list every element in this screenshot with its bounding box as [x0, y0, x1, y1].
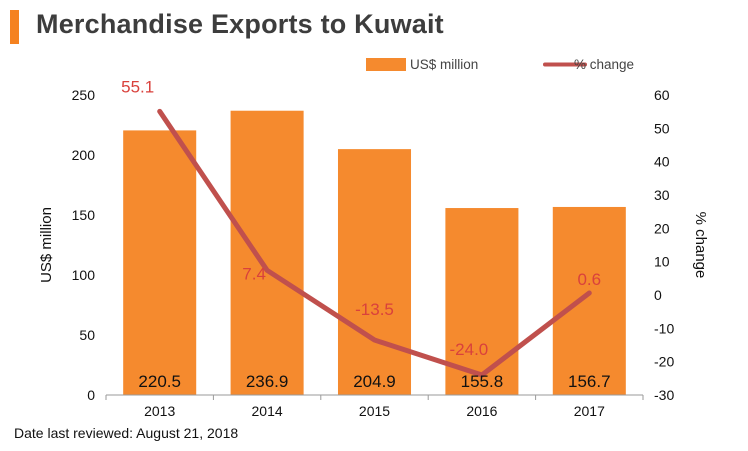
y2-tick-label: 40	[654, 154, 670, 170]
y-tick-label: 200	[72, 147, 96, 163]
bar-data-label: 155.8	[461, 372, 504, 391]
legend-bar-swatch	[366, 58, 406, 71]
y2-tick-label: 10	[654, 254, 670, 270]
y-tick-label: 0	[87, 387, 95, 403]
y2-tick-label: -10	[654, 320, 674, 336]
y-tick-label: 50	[79, 327, 95, 343]
bar	[123, 130, 197, 395]
bar	[230, 110, 304, 395]
y2-tick-label: 0	[654, 287, 662, 303]
line-data-label: -24.0	[450, 340, 489, 359]
y2-tick-label: 60	[654, 87, 670, 103]
bar-data-label: 220.5	[138, 372, 181, 391]
bar	[552, 206, 626, 395]
footnote: Date last reviewed: August 21, 2018	[14, 425, 239, 441]
line-data-label: -13.5	[355, 300, 394, 319]
legend: US$ million % change	[366, 57, 634, 72]
x-tick-label: 2016	[466, 403, 497, 419]
x-tick-label: 2013	[144, 403, 175, 419]
legend-bar-label: US$ million	[410, 57, 478, 72]
y-axis-label: US$ million	[38, 207, 55, 283]
y2-tick-label: 30	[654, 187, 670, 203]
y-tick-label: 100	[72, 267, 96, 283]
x-tick-label: 2017	[574, 403, 605, 419]
x-tick-label: 2015	[359, 403, 390, 419]
y2-tick-label: 50	[654, 120, 670, 136]
chart-title: Merchandise Exports to Kuwait	[36, 9, 444, 39]
y2-axis-label: % change	[692, 212, 709, 279]
y2-tick-label: -20	[654, 354, 674, 370]
bar-data-label: 156.7	[568, 372, 611, 391]
bar	[337, 149, 412, 395]
line-data-label: 0.6	[577, 270, 601, 289]
series-line-percent-change	[157, 108, 592, 378]
bar-data-label: 204.9	[353, 372, 396, 391]
x-tick-label: 2014	[252, 403, 283, 419]
legend-line-label: % change	[574, 57, 634, 72]
line-data-label: 7.4	[242, 264, 266, 283]
bar-data-label: 236.9	[246, 372, 289, 391]
y-tick-label: 150	[72, 207, 96, 223]
y2-tick-label: -30	[654, 387, 674, 403]
y2-tick-label: 20	[654, 220, 670, 236]
y-tick-label: 250	[72, 87, 96, 103]
title-accent-bar	[10, 10, 19, 44]
line-data-label: 55.1	[121, 77, 154, 96]
bar	[445, 208, 519, 395]
